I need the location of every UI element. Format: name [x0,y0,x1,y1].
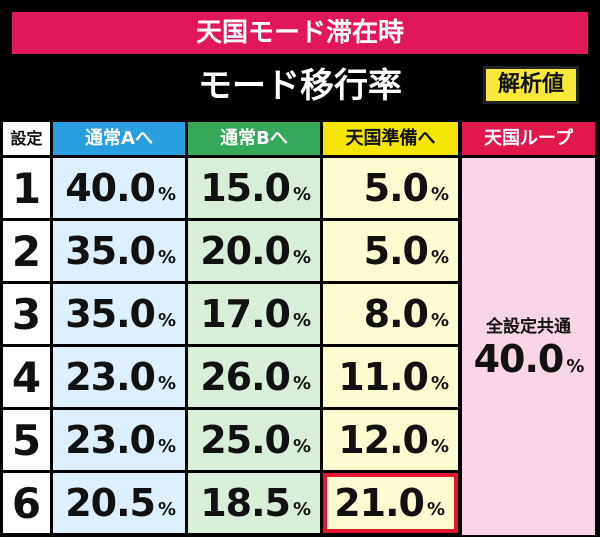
setting-cell: 4 [3,347,50,407]
rate-cell: 25.0% [188,410,320,470]
rate-cell: 5.0% [323,221,458,281]
setting-cell: 1 [3,158,50,218]
setting-cell: 5 [3,410,50,470]
title: 天国モード滞在時 [12,12,588,54]
setting-cell: 3 [3,284,50,344]
rate-cell: 15.0% [188,158,320,218]
setting-cell: 2 [3,221,50,281]
merged-label: 全設定共通 [486,317,571,337]
rate-cell: 5.0% [323,158,458,218]
rate-cell: 35.0% [53,221,185,281]
rate-cell: 26.0% [188,347,320,407]
rate-cell: 8.0% [323,284,458,344]
rate-cell: 20.0% [188,221,320,281]
subtitle: モード移行率 [198,66,402,106]
column-header: 通常Aへ [53,122,185,155]
setting-cell: 6 [3,473,50,533]
rate-cell: 11.0% [323,347,458,407]
rate-cell: 23.0% [53,347,185,407]
column-header: 天国準備へ [323,122,458,155]
rate-cell: 18.5% [188,473,320,533]
rate-cell: 20.5% [53,473,185,533]
rate-cell: 17.0% [188,284,320,344]
column-header: 設定 [3,122,50,155]
rate-cell: 23.0% [53,410,185,470]
rate-cell: 21.0% [323,473,458,533]
column-header: 通常Bへ [188,122,320,155]
rate-cell: 12.0% [323,410,458,470]
rate-cell: 35.0% [53,284,185,344]
column-header: 天国ループ [462,122,595,155]
rate-cell: 40.0% [53,158,185,218]
merged-cell: 全設定共通 40.0% [462,158,595,535]
badge: 解析値 [483,66,579,104]
merged-value: 40.0% [473,337,585,381]
